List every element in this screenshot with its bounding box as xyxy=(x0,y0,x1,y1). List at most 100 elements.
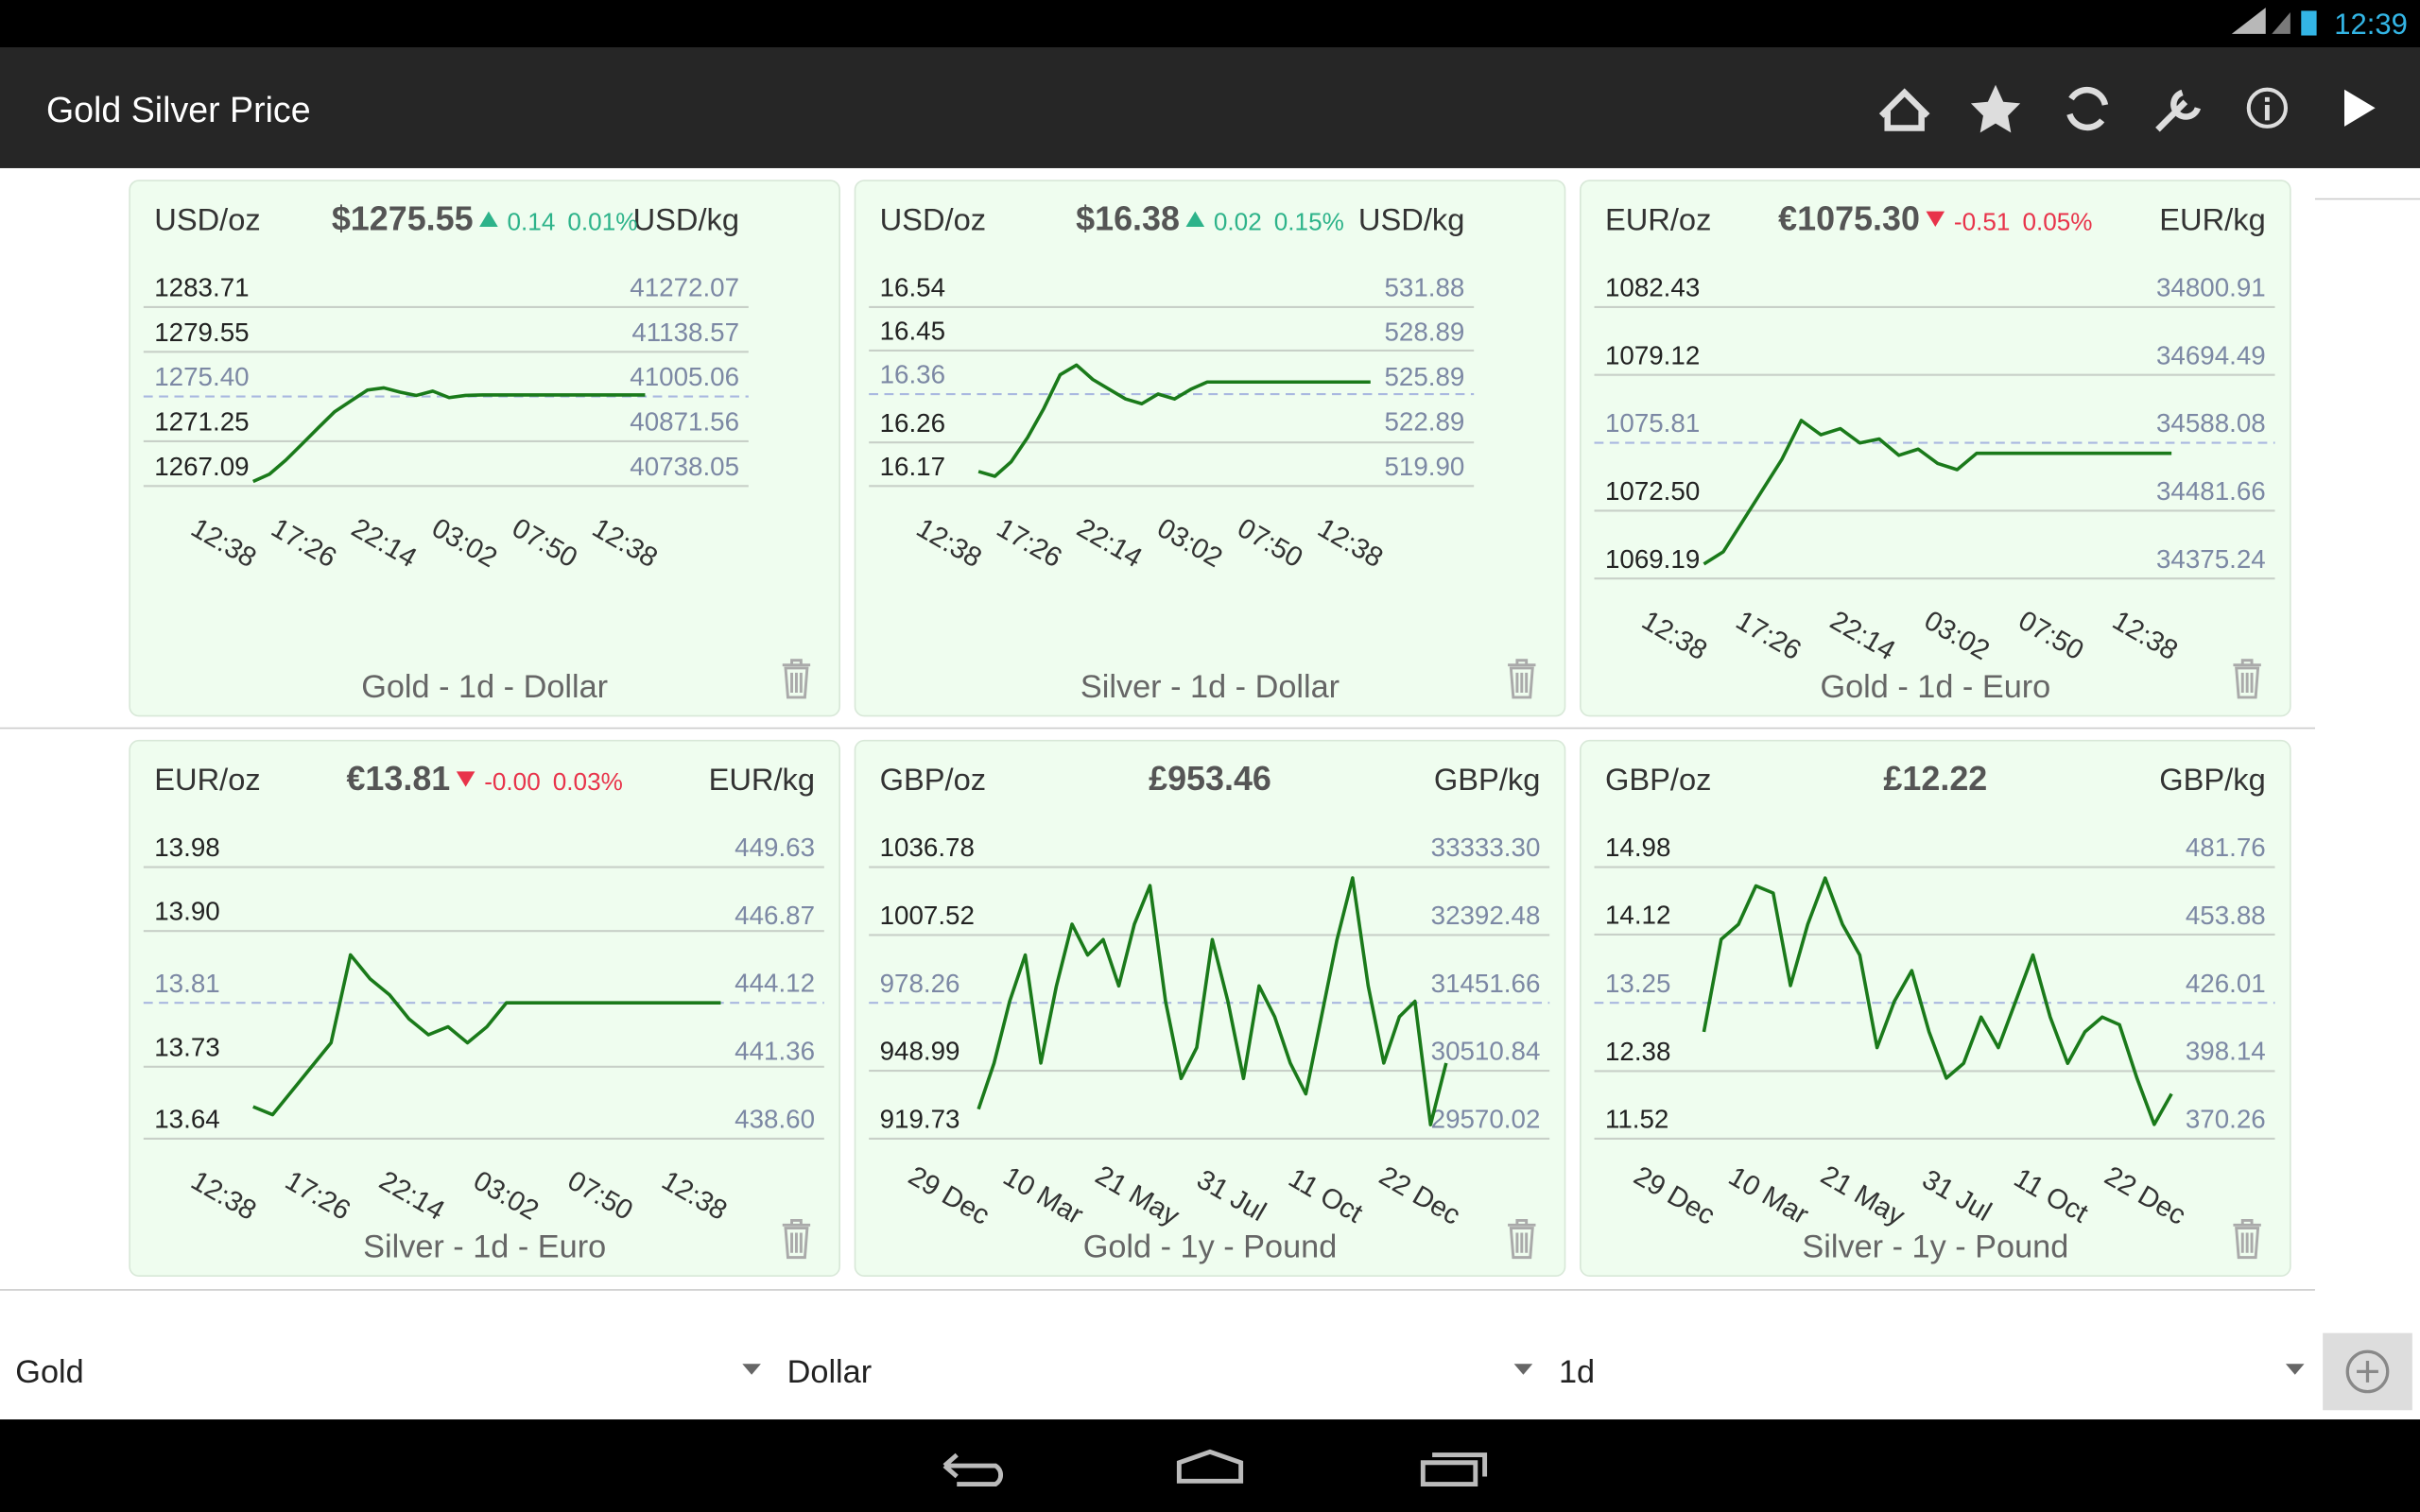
price-line xyxy=(977,363,1371,478)
y2-tick-label: 531.88 xyxy=(1384,272,1464,301)
delete-button[interactable] xyxy=(782,659,811,699)
y2-tick-label: 41272.07 xyxy=(630,272,739,301)
status-bar xyxy=(0,0,2420,48)
y2-tick-label: 34375.24 xyxy=(2156,544,2266,574)
home-button[interactable] xyxy=(1878,88,1930,131)
y-tick-label: 13.25 xyxy=(1605,969,1670,998)
y-tick-label: 1271.25 xyxy=(154,406,249,436)
left-unit: USD/oz xyxy=(154,201,260,236)
y2-tick-label: 522.89 xyxy=(1384,407,1464,437)
card-background xyxy=(1580,739,2291,1278)
change-arrow xyxy=(1926,211,1945,227)
price: €1075.30 xyxy=(1778,198,1920,237)
dropdown-arrow xyxy=(1513,1364,1533,1375)
change-arrow xyxy=(1185,211,1205,227)
y2-tick-label: 370.26 xyxy=(2186,1104,2266,1133)
right-unit: GBP/kg xyxy=(1434,762,1540,797)
info-button[interactable] xyxy=(2246,87,2288,129)
refresh-button[interactable] xyxy=(2066,86,2109,131)
change-arrow xyxy=(479,211,498,227)
card-title: Silver - 1d - Dollar xyxy=(1080,669,1340,705)
dropdown-arrow xyxy=(742,1364,761,1375)
price-card: USD/oz USD/kg $1275.55 0.14 0.01% 1283.71 1279… xyxy=(129,180,840,717)
y2-tick-label: 40738.05 xyxy=(630,452,739,481)
trash-icon xyxy=(1508,1218,1536,1260)
play-button[interactable] xyxy=(2344,89,2376,127)
y2-tick-label: 30510.84 xyxy=(1431,1037,1541,1066)
y-tick-label: 919.73 xyxy=(880,1104,960,1133)
price-card: GBP/oz GBP/kg £953.46 1036.78 1007.52 978.26 9… xyxy=(854,739,1566,1278)
left-unit: GBP/oz xyxy=(880,762,986,797)
y2-tick-label: 441.36 xyxy=(735,1037,815,1066)
y2-tick-label: 438.60 xyxy=(735,1104,815,1133)
favorite-button[interactable] xyxy=(1970,84,2021,133)
percent: 0.03% xyxy=(553,767,623,796)
right-unit: EUR/kg xyxy=(709,762,815,797)
toolbar xyxy=(1878,84,2376,133)
y-tick-label: 1075.81 xyxy=(1605,408,1700,438)
price: £953.46 xyxy=(1149,759,1271,798)
y-tick-label: 16.26 xyxy=(880,408,945,438)
card-title: Silver - 1y - Pound xyxy=(1802,1229,2068,1265)
app-bar xyxy=(0,47,2420,168)
left-unit: GBP/oz xyxy=(1605,762,1711,797)
trash-icon xyxy=(782,1218,811,1260)
card-background xyxy=(854,180,1566,717)
y2-tick-label: 29570.02 xyxy=(1431,1104,1541,1133)
price: $16.38 xyxy=(1076,198,1180,237)
settings-button[interactable] xyxy=(2155,89,2202,132)
y2-tick-label: 34481.66 xyxy=(2156,476,2266,506)
left-unit: USD/oz xyxy=(880,201,986,236)
y-tick-label: 1275.40 xyxy=(154,362,249,391)
y-tick-label: 1267.09 xyxy=(154,452,249,481)
y2-tick-label: 33333.30 xyxy=(1431,833,1541,862)
price-line xyxy=(252,953,721,1117)
back-button[interactable] xyxy=(942,1452,1003,1487)
y-tick-label: 12.38 xyxy=(1605,1037,1670,1066)
card-background xyxy=(129,180,840,717)
y-tick-label: 1082.43 xyxy=(1605,272,1700,301)
trash-icon xyxy=(2233,659,2261,699)
delete-button[interactable] xyxy=(1508,1218,1536,1260)
add-button[interactable] xyxy=(2323,1332,2412,1411)
trash-icon xyxy=(1508,659,1536,699)
y-tick-label: 11.52 xyxy=(1605,1104,1668,1133)
metal-selector[interactable]: Gold xyxy=(15,1354,83,1390)
y2-tick-label: 481.76 xyxy=(2186,833,2266,862)
y2-tick-label: 528.89 xyxy=(1384,318,1464,347)
right-unit: USD/kg xyxy=(633,201,739,236)
price: €13.81 xyxy=(346,759,450,798)
trash-icon xyxy=(2233,1218,2261,1260)
change: -0.51 xyxy=(1954,207,2011,235)
home-nav-button[interactable] xyxy=(1176,1449,1244,1484)
y2-tick-label: 426.01 xyxy=(2186,969,2266,998)
card-background xyxy=(854,739,1566,1278)
delete-button[interactable] xyxy=(2233,1218,2261,1260)
period-selector[interactable]: 1d xyxy=(1559,1354,1595,1390)
currency-selector[interactable]: Dollar xyxy=(787,1354,873,1390)
card-title: Gold - 1d - Dollar xyxy=(361,669,608,705)
card-grid: USD/oz USD/kg $1275.55 0.14 0.01% 1283.71 1279… xyxy=(129,180,2291,1278)
y2-tick-label: 32392.48 xyxy=(1431,901,1541,930)
nav-bar xyxy=(0,1419,2420,1512)
card-background xyxy=(129,739,840,1278)
delete-button[interactable] xyxy=(782,1218,811,1260)
y-tick-label: 978.26 xyxy=(880,969,960,998)
recents-button[interactable] xyxy=(1420,1452,1488,1487)
delete-button[interactable] xyxy=(2233,659,2261,699)
card-title: Gold - 1y - Pound xyxy=(1083,1229,1338,1265)
left-unit: EUR/oz xyxy=(154,762,260,797)
right-unit: GBP/kg xyxy=(2159,762,2265,797)
selector-bar: Gold Dollar 1d xyxy=(15,1332,2412,1411)
nav-buttons xyxy=(942,1449,1488,1487)
y-tick-label: 948.99 xyxy=(880,1037,960,1066)
y-tick-label: 13.64 xyxy=(154,1104,219,1133)
change: 0.14 xyxy=(508,207,556,235)
y-tick-label: 1283.71 xyxy=(154,272,249,301)
delete-button[interactable] xyxy=(1508,659,1536,699)
percent: 0.01% xyxy=(567,207,637,235)
y2-tick-label: 519.90 xyxy=(1384,452,1464,481)
price-card: GBP/oz GBP/kg £12.22 14.98 14.12 13.25 12.38 11… xyxy=(1580,739,2291,1278)
percent: 0.05% xyxy=(2022,207,2092,235)
trash-icon xyxy=(782,659,811,699)
